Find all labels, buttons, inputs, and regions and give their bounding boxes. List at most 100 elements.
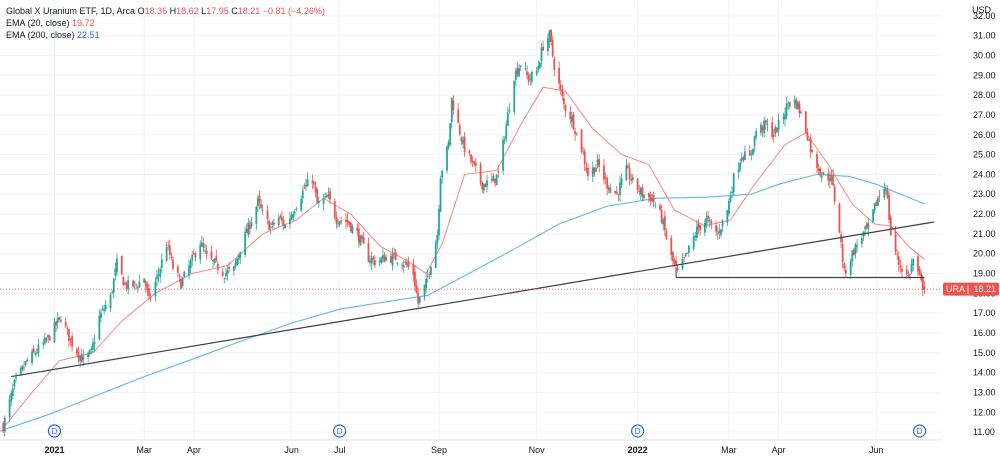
candle-body bbox=[591, 167, 594, 177]
legend-o-label: O bbox=[137, 6, 145, 16]
candle-body bbox=[396, 262, 399, 264]
candle-body bbox=[21, 365, 24, 370]
candle-body bbox=[136, 287, 139, 289]
candle-body bbox=[720, 229, 722, 236]
legend-title: Global X Uranium ETF, 1D, Arca bbox=[6, 6, 136, 16]
candle-body bbox=[703, 222, 706, 233]
candle-body bbox=[138, 281, 141, 288]
candle-body bbox=[391, 254, 394, 266]
y-tick-label: 31.00 bbox=[973, 31, 996, 41]
candle-body bbox=[721, 219, 724, 227]
candle-body bbox=[514, 70, 517, 80]
y-tick-label: 24.00 bbox=[973, 169, 996, 179]
candle-body bbox=[606, 178, 609, 189]
candle-body bbox=[540, 47, 543, 62]
candle-body bbox=[546, 38, 549, 52]
candle-body bbox=[90, 348, 93, 350]
candle-body bbox=[199, 244, 202, 260]
candle-body bbox=[181, 278, 184, 287]
candle-body bbox=[766, 123, 769, 125]
candle-body bbox=[418, 297, 421, 303]
candle-body bbox=[663, 216, 666, 230]
dividend-marker[interactable] bbox=[631, 424, 645, 438]
legend-main-row: Global X Uranium ETF, 1D, Arca O18.36 H1… bbox=[6, 5, 325, 17]
candle-body bbox=[630, 178, 633, 181]
candle-body bbox=[232, 266, 235, 271]
candle-body bbox=[446, 146, 448, 171]
candle-body bbox=[785, 103, 788, 117]
candle-body bbox=[660, 210, 663, 223]
candle-body bbox=[165, 246, 168, 262]
candle-body bbox=[32, 348, 35, 353]
candle-body bbox=[53, 322, 56, 343]
y-tick-label: 25.00 bbox=[973, 150, 996, 160]
y-tick-label: 28.00 bbox=[973, 90, 996, 100]
candle-body bbox=[369, 260, 371, 263]
legend-c-label: C bbox=[231, 6, 238, 16]
candle-body bbox=[303, 187, 306, 189]
candle-body bbox=[819, 168, 822, 176]
candle-body bbox=[316, 189, 319, 204]
candle-body bbox=[662, 219, 665, 225]
candle-body bbox=[830, 174, 833, 181]
time-axis[interactable]: 2021 Mar Apr Jun Jul Sep Nov 2022 Mar Apr Jun bbox=[0, 439, 942, 455]
candle-body bbox=[811, 150, 814, 152]
candle-body bbox=[34, 353, 37, 355]
candle-body bbox=[518, 68, 520, 77]
ema20-line bbox=[2, 86, 925, 429]
candle-body bbox=[585, 167, 588, 171]
candle-body bbox=[223, 278, 226, 280]
candle-body bbox=[412, 263, 415, 276]
candle-body bbox=[19, 368, 22, 375]
candle-body bbox=[132, 280, 134, 287]
candle-body bbox=[269, 227, 272, 228]
candle-body bbox=[699, 225, 701, 231]
dividend-marker-label: D bbox=[635, 427, 641, 436]
x-tick-label: Mar bbox=[136, 445, 152, 455]
candle-body bbox=[59, 320, 62, 322]
candle-body bbox=[883, 188, 886, 198]
dividend-marker[interactable] bbox=[912, 424, 927, 438]
candle-body bbox=[457, 109, 460, 123]
candle-body bbox=[901, 268, 903, 272]
candle-body bbox=[237, 254, 240, 260]
candle-body bbox=[300, 198, 303, 211]
chart-legend: Global X Uranium ETF, 1D, Arca O18.36 H1… bbox=[6, 5, 325, 41]
candle-body bbox=[479, 164, 482, 183]
candle-body bbox=[752, 148, 754, 155]
candle-body bbox=[697, 223, 700, 229]
currency-label: USD bbox=[972, 5, 992, 15]
candle-body bbox=[771, 122, 774, 138]
candle-body bbox=[348, 221, 351, 226]
trendline[interactable] bbox=[11, 221, 935, 378]
x-tick-label: Jun bbox=[284, 445, 299, 455]
dividend-marker[interactable] bbox=[47, 424, 62, 438]
candle-body bbox=[406, 262, 408, 266]
dividend-marker[interactable] bbox=[333, 424, 347, 438]
candle-body bbox=[423, 284, 426, 297]
candle-body bbox=[739, 162, 742, 170]
candle-body bbox=[295, 208, 298, 210]
candle-body bbox=[317, 200, 320, 204]
last-price-tag: URA 18.21 bbox=[943, 282, 999, 296]
candle-body bbox=[273, 222, 275, 225]
dividend-marker-label: D bbox=[52, 427, 58, 436]
candle-body bbox=[482, 184, 485, 191]
candle-body bbox=[563, 98, 565, 105]
candle-body bbox=[497, 171, 500, 173]
price-axis[interactable]: USD 11.00 12.00 13.00 14.00 15.00 16.00 17.00 1… bbox=[972, 5, 996, 437]
candle-body bbox=[596, 159, 599, 165]
candle-body bbox=[191, 255, 194, 261]
candle-body bbox=[69, 338, 72, 340]
candle-body bbox=[643, 194, 645, 199]
candle-body bbox=[809, 138, 812, 152]
x-tick-label: Mar bbox=[721, 445, 737, 455]
legend-ema20-label: EMA (20, close) bbox=[6, 18, 70, 28]
candle-body bbox=[430, 266, 432, 275]
candle-body bbox=[474, 162, 477, 167]
candle-body bbox=[535, 70, 538, 75]
candle-body bbox=[582, 153, 585, 155]
candle-body bbox=[43, 337, 46, 344]
x-tick-label: Nov bbox=[529, 445, 546, 455]
